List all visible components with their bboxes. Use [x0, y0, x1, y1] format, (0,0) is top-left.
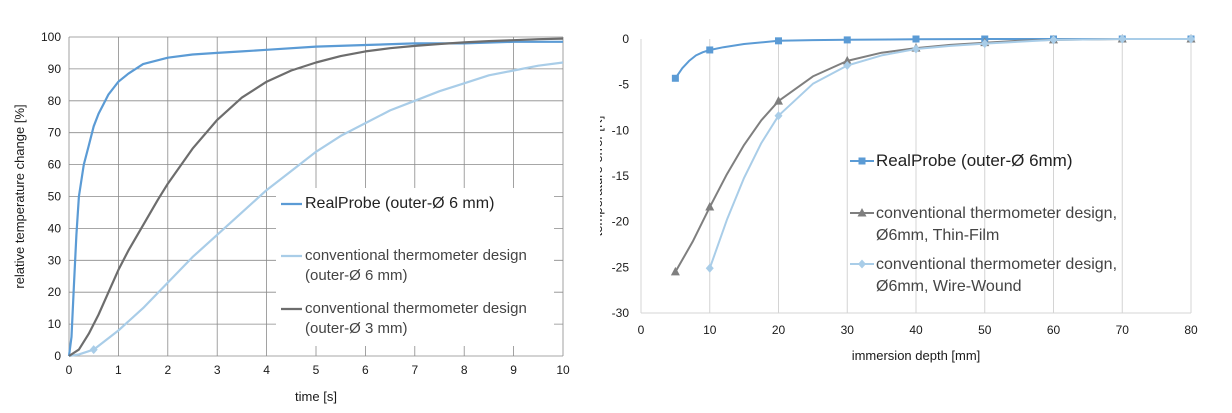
series-line-1: [674, 38, 1191, 79]
series-line-3: [708, 38, 1191, 269]
series-marker-3: [1118, 34, 1127, 44]
y-tick-label: -5: [618, 78, 629, 92]
y-tick-label: 40: [48, 221, 62, 235]
series-marker-1: [843, 36, 851, 44]
x-tick-label: 50: [978, 323, 992, 337]
x-tick-label: 40: [909, 323, 923, 337]
x-tick-label: 10: [703, 323, 717, 337]
legend-swatch-marker-2: [857, 208, 867, 217]
y-tick-label: 70: [48, 126, 62, 140]
legend-label-3: (outer-Ø 3 mm): [305, 320, 408, 337]
x-tick-label: 0: [66, 363, 73, 377]
grid: [640, 39, 1192, 314]
y-tick-label: 50: [48, 190, 62, 204]
y-axis-title: relative temperature change [%]: [12, 104, 27, 288]
legend-label-3: conventional thermometer design: [305, 300, 527, 317]
tick-labels: 0 10 20 30 40 50 60 70 80 90 100 0 1 2 3 4 5 6 7 8 9 10: [41, 30, 570, 377]
y-tick-label: 0: [622, 32, 629, 46]
x-tick-label: 8: [461, 363, 468, 377]
x-tick-label: 9: [510, 363, 517, 377]
x-tick-label: 70: [1116, 323, 1130, 337]
y-tick-label: -25: [612, 260, 630, 274]
y-tick-label: 0: [54, 349, 61, 363]
series-marker-1: [706, 46, 714, 54]
series-lines: [670, 34, 1196, 276]
series-marker-3: [843, 60, 852, 70]
y-tick-label: -20: [612, 215, 630, 229]
x-tick-label: 1: [115, 363, 122, 377]
x-tick-label: 3: [214, 363, 221, 377]
series-marker-1: [671, 74, 679, 82]
x-tick-label: 30: [841, 323, 855, 337]
legend-label-2: (outer-Ø 6 mm): [305, 267, 408, 284]
y-tick-label: 30: [48, 253, 62, 267]
x-tick-label: 2: [164, 363, 171, 377]
y-tick-label: -15: [612, 169, 630, 183]
legend-swatch-3: [850, 259, 874, 269]
series-marker-2: [842, 55, 852, 65]
legend-label-3: Ø6mm, Wire-Wound: [876, 278, 1022, 295]
x-tick-label: 80: [1184, 323, 1198, 337]
y-tick-label: 100: [41, 30, 61, 44]
y-tick-label: 20: [48, 285, 62, 299]
tick-labels: 0 -5 -10 -15 -20 -25 -30 0 10 20 30 40 50 60 70 80: [612, 32, 1198, 337]
x-axis-title: immersion depth [mm]: [852, 348, 981, 363]
series-marker-3: [912, 44, 920, 54]
series-marker-3: [774, 111, 783, 121]
series-line-3: [68, 37, 564, 357]
series-marker-2: [670, 266, 680, 276]
x-tick-label: 0: [638, 323, 645, 337]
legend-background: [276, 188, 554, 346]
chart-temperature-change: 0 10 20 30 40 50 60 70 80 90 100 0 1 2 3 4 5 6 7 8 9 10 time […: [12, 30, 570, 404]
y-tick-label: 80: [48, 94, 62, 108]
x-tick-label: 4: [263, 363, 270, 377]
series-line-1: [67, 40, 563, 357]
legend-swatch-marker-1: [858, 157, 866, 165]
series-marker-3: [1049, 35, 1058, 45]
series-marker-1: [775, 37, 782, 45]
legend: RealProbe (outer-Ø 6mm) conventional ther…: [850, 151, 1117, 295]
legend-label-1: RealProbe (outer-Ø 6mm): [876, 151, 1073, 170]
legend-swatch-1: [850, 157, 874, 165]
series-marker-3: [980, 39, 989, 49]
x-axis-title: time [s]: [295, 389, 337, 404]
series-marker-2: [774, 96, 783, 105]
y-tick-label: -10: [612, 123, 630, 137]
y-tick-label: 90: [48, 62, 62, 76]
y-tick-label: 10: [48, 317, 62, 331]
legend-label-3: conventional thermometer design,: [876, 256, 1117, 273]
legend-swatch-2: [850, 208, 874, 217]
legend-label-2: Ø6mm, Thin-Film: [876, 227, 999, 244]
series-marker-2: [89, 345, 98, 355]
series-lines: [67, 37, 564, 358]
x-tick-label: 10: [556, 363, 570, 377]
legend-swatch-marker-3: [858, 259, 866, 269]
x-tick-label: 6: [362, 363, 369, 377]
legend: RealProbe (outer-Ø 6 mm) conventional the…: [276, 188, 554, 346]
legend-label-2: conventional thermometer design,: [876, 205, 1117, 222]
x-tick-label: 7: [411, 363, 418, 377]
series-marker-1: [912, 35, 920, 43]
series-line-2: [68, 61, 564, 358]
y-tick-label: -30: [612, 306, 630, 320]
series-marker-2: [705, 202, 715, 211]
series-marker-3: [1187, 34, 1195, 44]
legend-label-2: conventional thermometer design: [305, 247, 527, 264]
x-tick-label: 60: [1047, 323, 1061, 337]
x-tick-label: 5: [313, 363, 320, 377]
series-marker-3: [705, 263, 714, 273]
y-tick-label: 60: [48, 158, 62, 172]
chart-temperature-error: 0 -5 -10 -15 -20 -25 -30 0 10 20 30 40 50 60 70 80 immer…: [600, 32, 1198, 363]
y-axis-title: temperature error [K]: [600, 116, 605, 237]
legend-label-1: RealProbe (outer-Ø 6 mm): [305, 195, 494, 212]
x-tick-label: 20: [772, 323, 786, 337]
